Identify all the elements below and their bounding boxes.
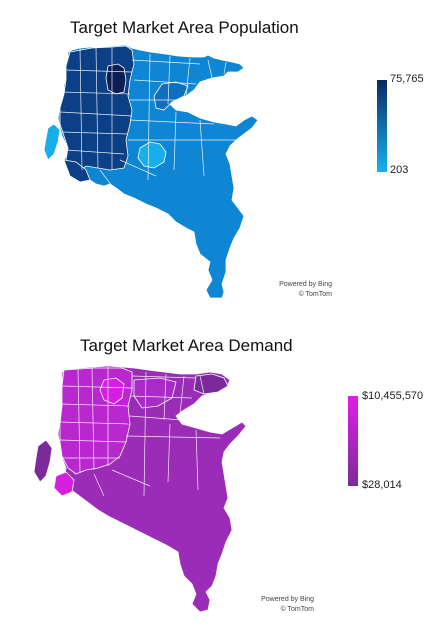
population-district-borders	[59, 47, 236, 187]
population-legend-min: 203	[390, 164, 409, 176]
population-region-peak	[105, 63, 127, 95]
demand-choropleth-map[interactable]	[0, 320, 448, 642]
population-map-panel: Target Market Area Population	[0, 0, 448, 320]
demand-region-southwest	[53, 471, 75, 497]
demand-attribution-line1: Powered by Bing	[261, 596, 314, 603]
population-choropleth-map[interactable]	[0, 0, 448, 320]
demand-region-northeast	[193, 373, 229, 395]
population-region-light-center	[137, 141, 167, 169]
population-region-island	[43, 123, 61, 161]
population-region-southwest	[63, 159, 91, 183]
population-attribution-line1: Powered by Bing	[279, 281, 332, 288]
demand-map-panel: Target Market Area Demand	[0, 320, 448, 642]
demand-legend-min: $28,014	[362, 479, 402, 491]
demand-region-peak	[99, 377, 125, 405]
demand-map-title: Target Market Area Demand	[80, 336, 293, 355]
demand-attribution-line2: © TomTom	[280, 606, 314, 613]
demand-map-attribution: Powered by Bing © TomTom	[261, 595, 314, 615]
demand-legend-max: $10,455,570	[362, 390, 424, 402]
demand-legend-colorbar	[348, 396, 358, 486]
demand-district-borders	[59, 367, 221, 497]
population-map-title: Target Market Area Population	[70, 18, 299, 37]
population-attribution-line2: © TomTom	[298, 291, 332, 298]
population-map-attribution: Powered by Bing © TomTom	[279, 280, 332, 300]
population-legend-colorbar	[377, 80, 387, 172]
demand-region-island	[33, 439, 53, 483]
population-legend-max: 75,765	[390, 73, 424, 85]
